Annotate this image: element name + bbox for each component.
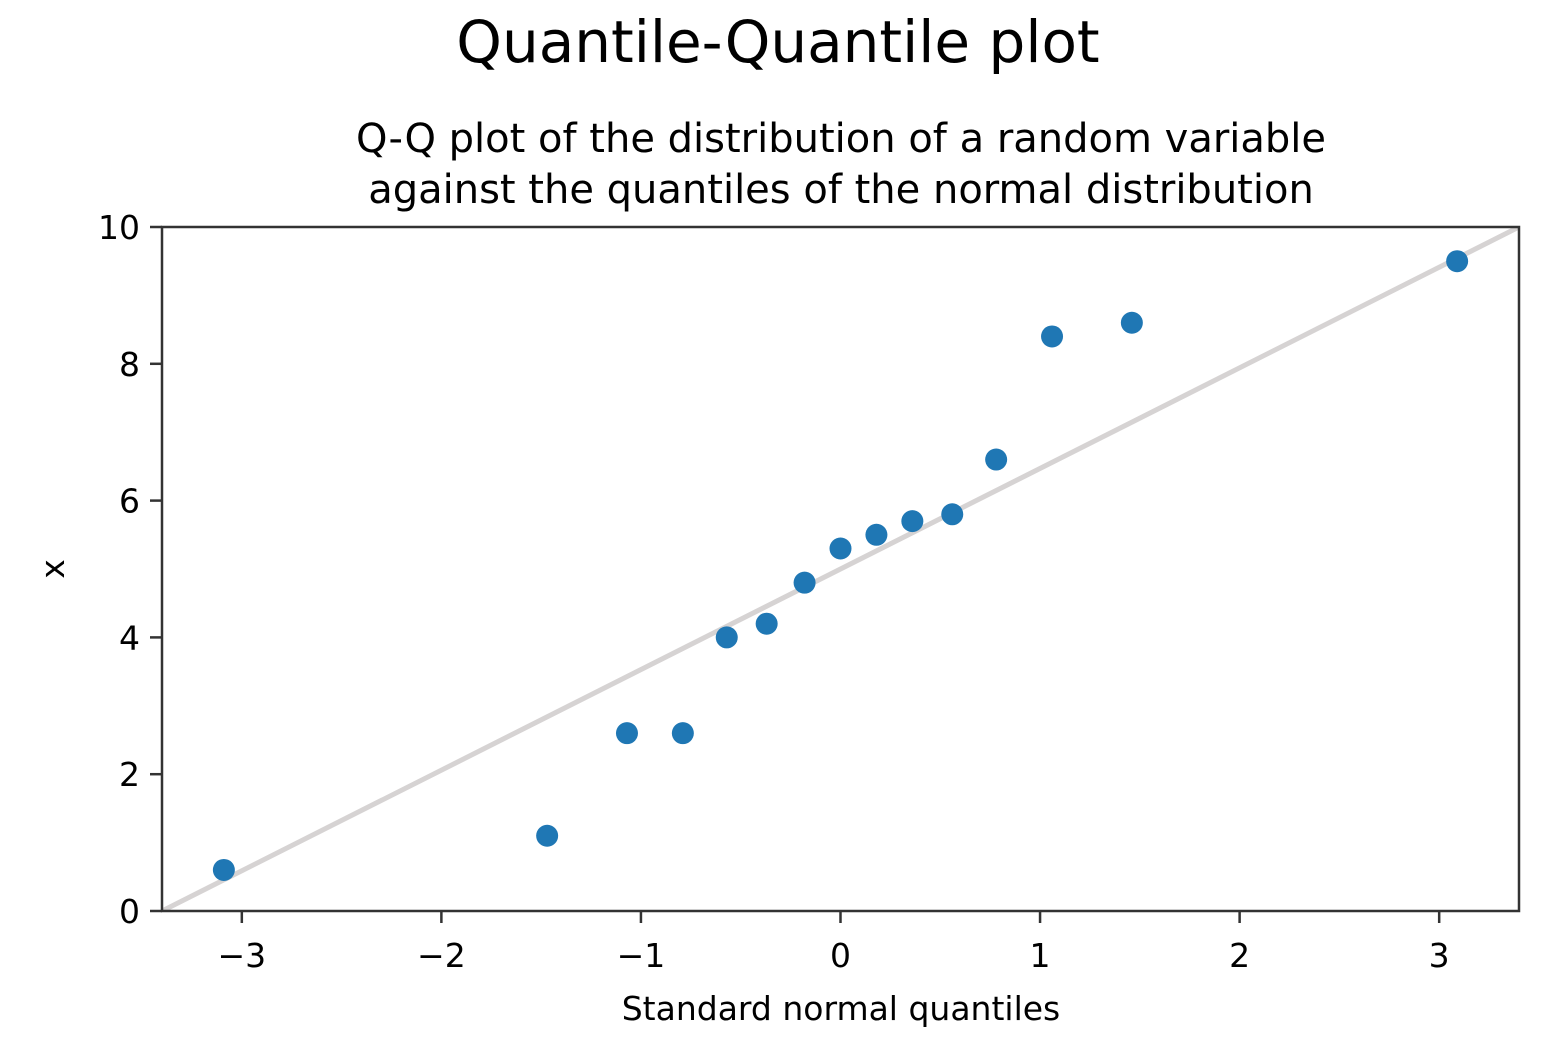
data-point	[901, 510, 924, 533]
reference-line	[162, 227, 1519, 911]
x-axis-label: Standard normal quantiles	[622, 989, 1061, 1028]
y-tick-label: 0	[119, 892, 140, 931]
data-point	[755, 612, 778, 635]
data-point	[671, 722, 694, 745]
x-tick-label: 3	[1429, 936, 1450, 975]
data-point	[536, 824, 559, 847]
chart-title-line-2: against the quantiles of the normal dist…	[368, 167, 1314, 213]
chart-suptitle: Quantile-Quantile plot	[456, 8, 1099, 76]
y-axis-label: x	[33, 559, 72, 579]
data-point	[829, 537, 852, 560]
y-tick-label: 4	[119, 618, 140, 657]
x-tick-label: −1	[617, 936, 666, 975]
chart-title-line-1: Q-Q plot of the distribution of a random…	[356, 116, 1326, 162]
data-point	[865, 523, 888, 546]
data-point	[985, 448, 1008, 471]
data-point	[212, 858, 235, 881]
x-tick-label: 0	[830, 936, 851, 975]
data-point	[1120, 311, 1143, 334]
x-tick-label: −2	[417, 936, 466, 975]
y-tick-label: 6	[119, 482, 140, 521]
data-point	[793, 571, 816, 594]
plot-area	[162, 227, 1519, 911]
data-point	[1446, 250, 1469, 273]
y-tick-label: 10	[98, 208, 140, 247]
data-point	[941, 503, 964, 526]
data-point	[1041, 325, 1064, 348]
y-axis: 0 2 4 6 8 10	[98, 208, 162, 931]
x-tick-label: 2	[1229, 936, 1250, 975]
data-point	[615, 722, 638, 745]
y-tick-label: 8	[119, 345, 140, 384]
x-axis: −3 −2 −1 0 1 2 3	[217, 911, 1450, 975]
data-point	[715, 626, 738, 649]
x-tick-label: −3	[217, 936, 266, 975]
x-tick-label: 1	[1030, 936, 1051, 975]
y-tick-label: 2	[119, 755, 140, 794]
